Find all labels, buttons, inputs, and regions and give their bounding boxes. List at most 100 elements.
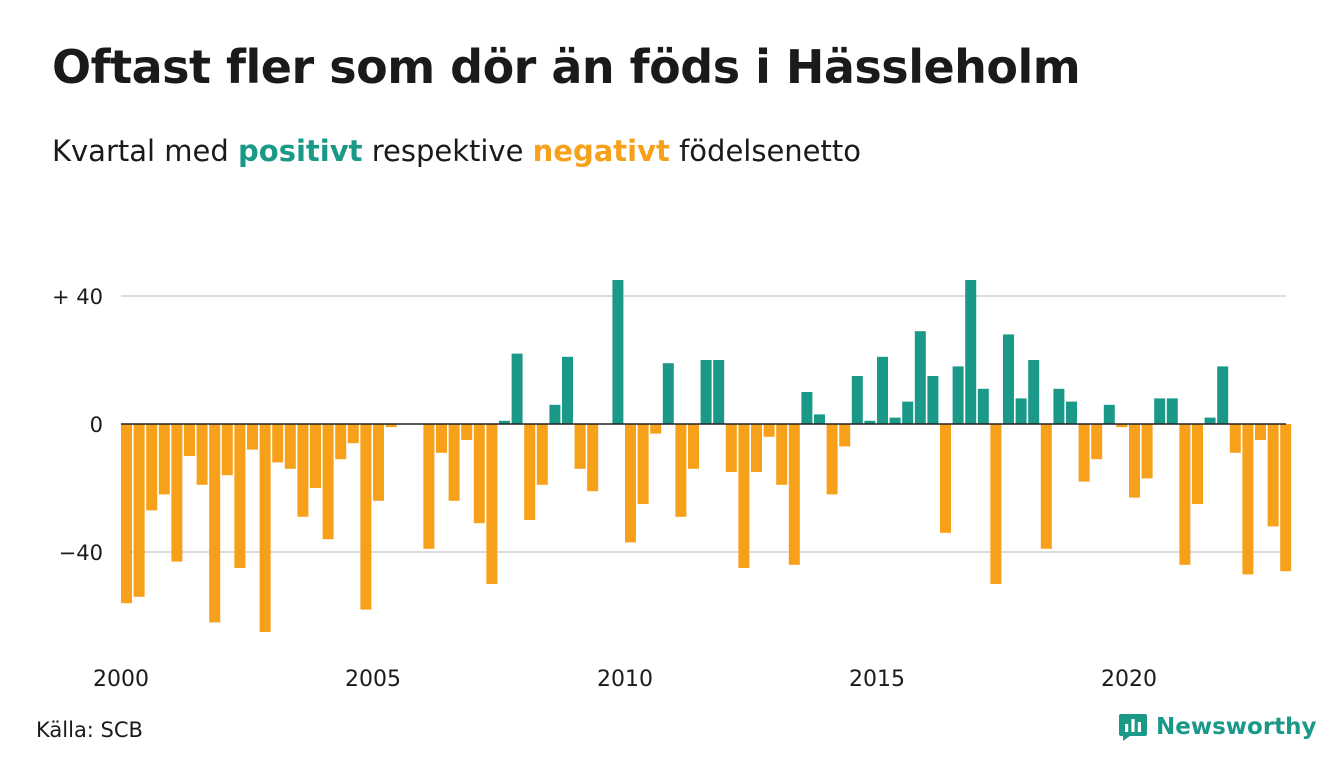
bar-negative — [310, 424, 321, 488]
subtitle-negative-label: negativt — [532, 134, 670, 168]
bar-positive — [700, 360, 712, 424]
bar-negative — [826, 424, 838, 495]
bar-negative — [675, 424, 687, 517]
bar-negative — [1192, 424, 1203, 504]
bar-negative — [574, 424, 586, 469]
bar-negative — [322, 424, 334, 540]
bar-positive — [1154, 398, 1166, 424]
newsworthy-chat-bars-icon — [1119, 714, 1147, 741]
bar-positive — [864, 420, 876, 424]
bar-negative — [146, 424, 158, 511]
x-tick-label: 2010 — [597, 667, 653, 692]
bar-negative — [725, 424, 737, 472]
chart-title: Oftast fler som dör än föds i Hässleholm — [52, 40, 1081, 94]
bar-negative — [1129, 424, 1140, 498]
bar-negative — [1091, 424, 1103, 460]
bar-negative — [1141, 424, 1153, 479]
bar-negative — [1280, 424, 1292, 572]
bar-negative — [1179, 424, 1191, 565]
bar-negative — [284, 424, 296, 469]
bar-negative — [184, 424, 195, 456]
bar-negative — [1255, 424, 1266, 440]
bar-negative — [436, 424, 447, 453]
bar-negative — [625, 424, 636, 543]
bar-positive — [977, 388, 989, 424]
y-tick-label: −40 — [59, 541, 103, 565]
bar-negative — [839, 424, 851, 447]
bar-negative — [209, 424, 221, 623]
bar-positive — [1053, 388, 1065, 424]
bar-negative — [688, 424, 699, 469]
bar-positive — [612, 280, 624, 424]
subtitle-positive-label: positivt — [238, 134, 363, 168]
bar-positive — [1166, 398, 1178, 424]
bar-negative — [776, 424, 788, 485]
bar-negative — [1229, 424, 1241, 453]
x-tick-label: 2005 — [345, 667, 401, 692]
bar-positive — [1066, 401, 1077, 424]
newsworthy-logo[interactable]: Newsworthy — [1118, 712, 1317, 742]
bar-negative — [448, 424, 460, 501]
bar-negative — [1078, 424, 1090, 482]
bar-positive — [877, 356, 888, 424]
x-tick-label: 2015 — [849, 667, 905, 692]
subtitle-text-start: Kvartal med — [52, 134, 229, 168]
bar-positive — [801, 392, 813, 424]
bar-positive — [562, 356, 573, 424]
bar-negative — [1116, 424, 1128, 428]
bar-positive — [914, 331, 926, 424]
x-tick-label: 2000 — [93, 667, 149, 692]
bar-negative — [536, 424, 548, 485]
bar-negative — [751, 424, 762, 472]
bar-negative — [133, 424, 145, 597]
bar-negative — [524, 424, 536, 520]
chart-subtitle: Kvartal med positivt respektive negativt… — [52, 134, 861, 168]
bar-positive — [814, 414, 825, 424]
bar-negative — [473, 424, 485, 524]
bar-negative — [171, 424, 183, 562]
x-tick-label: 2020 — [1101, 667, 1157, 692]
bar-positive — [952, 366, 964, 424]
bar-positive — [965, 280, 977, 424]
bar-negative — [461, 424, 473, 440]
source-note: Källa: SCB — [36, 718, 143, 742]
bar-negative — [121, 424, 132, 604]
bar-negative — [221, 424, 233, 476]
bar-negative — [637, 424, 649, 504]
bar-positive — [1003, 334, 1014, 424]
bar-negative — [940, 424, 951, 533]
subtitle-text-middle: respektive — [371, 134, 524, 168]
bar-negative — [486, 424, 498, 584]
bar-positive — [851, 376, 863, 424]
bar-negative — [335, 424, 347, 460]
bar-negative — [259, 424, 271, 632]
bar-positive — [511, 353, 523, 424]
bar-positive — [662, 363, 674, 424]
bar-negative — [373, 424, 384, 501]
bar-negative — [247, 424, 258, 450]
bar-negative — [196, 424, 208, 485]
bar-negative — [763, 424, 775, 437]
x-axis-labels: 2000 2005 2010 2015 2020 — [93, 667, 1157, 692]
bar-positive — [549, 404, 561, 424]
bar-negative — [587, 424, 599, 492]
y-tick-label: 0 — [90, 413, 103, 437]
bar-negative — [297, 424, 309, 517]
bar-positive — [1217, 366, 1229, 424]
grid-lines — [121, 295, 1286, 553]
bar-negative — [1242, 424, 1254, 575]
bar-negative — [385, 424, 397, 428]
bar-negative — [347, 424, 359, 444]
bar-negative — [423, 424, 435, 549]
bar-negative — [1040, 424, 1052, 549]
y-tick-label: + 40 — [52, 285, 103, 309]
bars — [121, 280, 1292, 632]
brand-name: Newsworthy — [1156, 714, 1317, 740]
bar-positive — [1015, 398, 1027, 424]
bar-positive — [889, 417, 901, 424]
bar-negative — [272, 424, 284, 463]
bar-negative — [158, 424, 170, 495]
bar-positive — [1028, 360, 1040, 424]
bar-positive — [902, 401, 914, 424]
